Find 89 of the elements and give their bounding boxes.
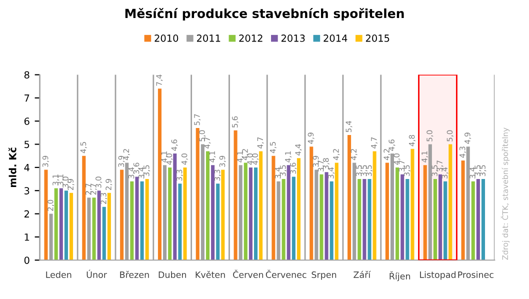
bar [248, 167, 252, 260]
x-tick-label: Leden [46, 271, 72, 278]
bar [120, 170, 124, 260]
bar [259, 151, 263, 260]
bar [385, 162, 389, 260]
bar [286, 165, 290, 260]
legend-label: 2013 [281, 34, 305, 42]
x-tick-label: Únor [86, 270, 107, 278]
bar [438, 174, 442, 260]
bar [324, 172, 328, 260]
y-tick-label: 8 [24, 71, 30, 79]
bar [102, 206, 106, 260]
bar [130, 181, 134, 260]
y-tick-label: 3 [24, 187, 30, 194]
bar [107, 192, 111, 260]
x-tick-label: Březen [120, 270, 149, 278]
bar [444, 181, 448, 260]
bar [178, 184, 182, 260]
bar [145, 179, 149, 260]
bar [254, 167, 258, 260]
bar [396, 167, 400, 260]
y-tick-label: 0 [24, 256, 30, 264]
bar [183, 167, 187, 260]
bar [368, 179, 372, 260]
bar [216, 184, 220, 260]
bar [406, 179, 410, 260]
x-tick-label: Červenec [266, 270, 306, 278]
legend-label: 2010 [154, 34, 178, 42]
x-tick-label: Září [354, 270, 371, 278]
x-tick-label: Říjen [390, 271, 410, 282]
bar [135, 176, 139, 260]
bar [97, 190, 101, 260]
x-tick-label: Listopad [420, 271, 456, 280]
y-tick-label: 7 [24, 94, 30, 102]
bar [292, 176, 296, 260]
bar [196, 128, 200, 260]
bar [221, 170, 225, 260]
bar [433, 179, 437, 260]
bar [358, 179, 362, 260]
bar [372, 151, 376, 260]
bar [476, 179, 480, 260]
y-tick-label: 4 [24, 164, 30, 172]
x-tick-label: Květen [196, 270, 225, 278]
bar [448, 144, 452, 260]
legend-label: 2014 [324, 34, 348, 42]
legend-label: 2012 [239, 34, 262, 42]
bar [296, 158, 301, 260]
bar [244, 162, 248, 260]
chart-title: Měsíční produkce stavebních spořitelen [125, 8, 404, 21]
bar [481, 179, 486, 260]
bar [168, 167, 172, 260]
y-tick-label: 5 [24, 140, 30, 148]
bar [211, 165, 215, 260]
x-tick-label: Prosinec [458, 271, 494, 278]
bar [54, 188, 58, 260]
bar [330, 181, 334, 260]
bar [461, 160, 465, 260]
bar [158, 88, 162, 260]
bar [173, 154, 177, 260]
y-tick-label: 2 [24, 210, 29, 218]
bar [471, 181, 475, 260]
bar [362, 179, 366, 260]
bar [206, 151, 210, 260]
bar [70, 192, 74, 260]
bar [423, 165, 427, 260]
y-tick-label: 1 [24, 234, 30, 241]
legend-label: 2011 [196, 34, 220, 42]
bar [428, 144, 432, 260]
x-tick-label: Srpen [312, 271, 336, 280]
y-axis-title: mld. Kč [8, 148, 16, 188]
bar [59, 188, 63, 260]
bar [310, 146, 314, 260]
bar [234, 130, 238, 260]
bar [140, 181, 144, 260]
y-tick-label: 6 [24, 118, 30, 125]
bar [92, 198, 96, 260]
x-tick-label: Červen [233, 270, 264, 278]
bar [400, 174, 404, 260]
bar [44, 170, 48, 260]
bar [64, 190, 68, 260]
bar [334, 162, 338, 260]
bar [348, 135, 352, 260]
x-tick-label: Duben [158, 271, 186, 278]
bar [320, 174, 324, 260]
bar [82, 156, 86, 260]
bar [282, 179, 286, 260]
bar [410, 148, 414, 260]
bar [272, 156, 276, 260]
legend-label: 2015 [366, 34, 390, 42]
